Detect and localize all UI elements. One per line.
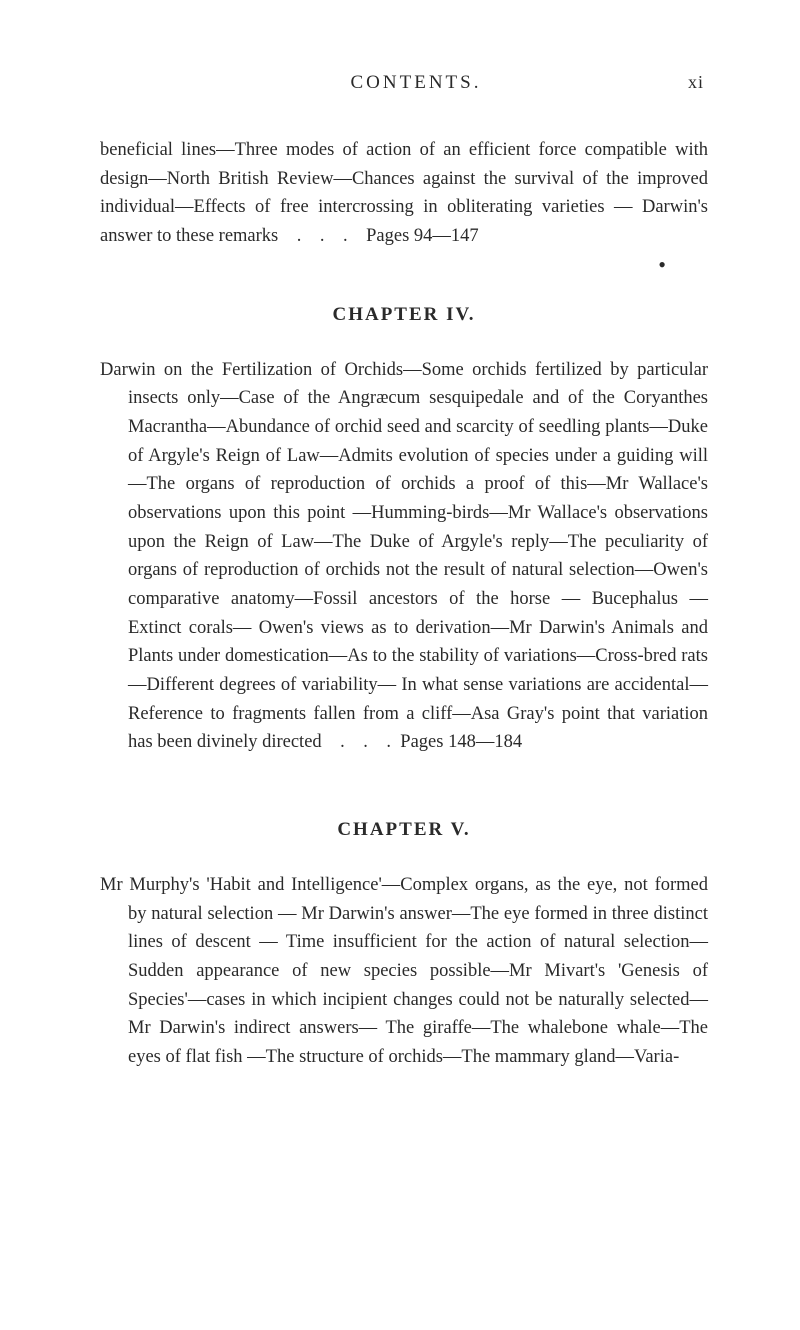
chapter-4-heading: CHAPTER IV. xyxy=(100,304,708,326)
running-title: CONTENTS. xyxy=(144,72,688,94)
spacer xyxy=(100,757,708,785)
page-number: xi xyxy=(688,72,704,93)
dot-marker: • xyxy=(100,259,708,270)
top-continuation-paragraph: beneficial lines—Three modes of action o… xyxy=(100,136,708,251)
chapter-5-heading: CHAPTER V. xyxy=(100,819,708,841)
running-header: CONTENTS. xi xyxy=(100,72,708,94)
chapter-4-body: Darwin on the Fertilization of Orchids—S… xyxy=(100,356,708,757)
chapter-5-body: Mr Murphy's 'Habit and Intelligence'—Com… xyxy=(100,871,708,1072)
